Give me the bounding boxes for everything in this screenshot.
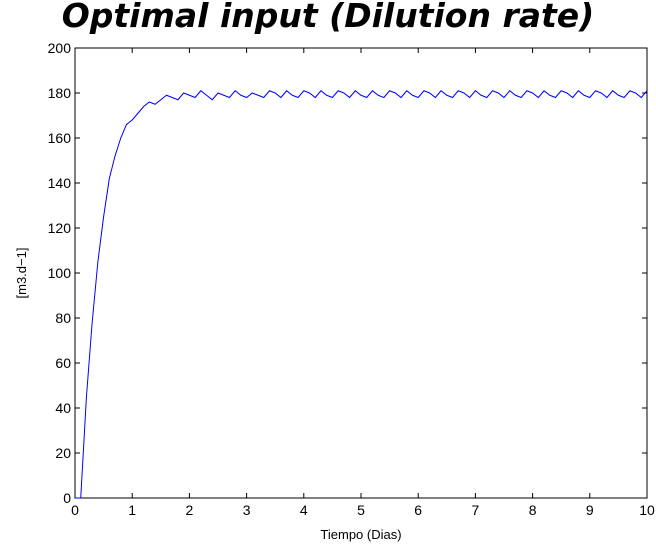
y-tick-label: 80: [55, 310, 71, 326]
x-tick-label: 5: [357, 502, 365, 518]
y-tick-label: 20: [55, 445, 71, 461]
axis-ticks: [74, 47, 648, 499]
y-tick-label: 40: [55, 400, 71, 416]
x-tick-label: 6: [414, 502, 422, 518]
x-tick-label: 7: [472, 502, 480, 518]
x-tick-label: 10: [639, 502, 655, 518]
x-tick-label: 1: [128, 502, 136, 518]
x-axis-label: Tiempo (Dias): [320, 527, 401, 542]
x-tick-label: 2: [186, 502, 194, 518]
plot-area: [74, 47, 648, 499]
series-line: [75, 90, 648, 499]
x-tick-labels: 0 1 2 3 4 5 6 7 8 9 10: [71, 502, 655, 518]
y-tick-label: 60: [55, 355, 71, 371]
y-tick-label: 180: [48, 85, 72, 101]
y-tick-label: 140: [48, 175, 72, 191]
y-tick-labels: 0 20 40 60 80 100 120 140 160 180 200: [48, 40, 72, 506]
x-tick-label: 4: [300, 502, 308, 518]
x-tick-label: 3: [243, 502, 251, 518]
y-tick-label: 200: [48, 40, 72, 56]
chart-title: Optimal input (Dilution rate): [61, 0, 595, 35]
y-tick-label: 0: [63, 490, 71, 506]
x-tick-label: 8: [529, 502, 537, 518]
y-axis-label: [m3.d−1]: [14, 248, 29, 299]
y-tick-label: 120: [48, 220, 72, 236]
x-tick-label: 0: [71, 502, 79, 518]
x-tick-label: 9: [586, 502, 594, 518]
y-tick-label: 100: [48, 265, 72, 281]
y-tick-label: 160: [48, 130, 72, 146]
